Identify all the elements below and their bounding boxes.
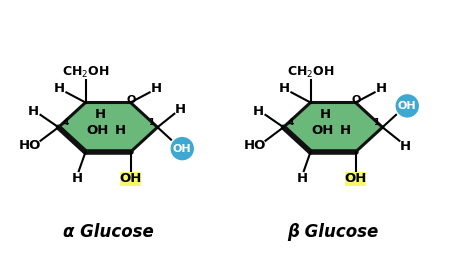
Text: O: O — [351, 95, 360, 105]
Text: OH: OH — [173, 144, 192, 154]
Text: H: H — [279, 83, 290, 95]
Text: 1: 1 — [373, 118, 379, 127]
FancyBboxPatch shape — [345, 172, 366, 186]
Text: H: H — [253, 105, 264, 118]
Text: O: O — [126, 95, 135, 105]
Text: 1: 1 — [148, 118, 154, 127]
Text: OH: OH — [398, 101, 417, 111]
Text: H: H — [376, 83, 387, 95]
Text: 4: 4 — [63, 118, 69, 127]
Text: HO: HO — [244, 139, 266, 152]
Polygon shape — [284, 102, 382, 152]
Text: OH: OH — [87, 124, 109, 137]
Text: CH$_2$OH: CH$_2$OH — [62, 65, 109, 80]
Text: H: H — [340, 124, 351, 137]
Text: H: H — [297, 173, 308, 185]
Text: H: H — [175, 103, 185, 116]
Text: OH: OH — [119, 173, 142, 185]
Text: 4: 4 — [288, 118, 294, 127]
Text: H: H — [400, 140, 410, 153]
Text: H: H — [320, 108, 331, 121]
Text: OH: OH — [312, 124, 334, 137]
Circle shape — [171, 137, 194, 160]
Text: H: H — [94, 108, 106, 121]
Circle shape — [396, 94, 419, 118]
Text: H: H — [72, 173, 83, 185]
FancyBboxPatch shape — [120, 172, 141, 186]
Text: CH$_2$OH: CH$_2$OH — [287, 65, 334, 80]
Text: H: H — [54, 83, 65, 95]
Text: H: H — [28, 105, 39, 118]
Polygon shape — [58, 102, 158, 152]
Text: HO: HO — [19, 139, 41, 152]
Text: H: H — [115, 124, 126, 137]
Text: β Glucose: β Glucose — [288, 223, 378, 241]
Text: H: H — [151, 83, 162, 95]
Text: α Glucose: α Glucose — [63, 223, 153, 241]
Text: OH: OH — [344, 173, 367, 185]
